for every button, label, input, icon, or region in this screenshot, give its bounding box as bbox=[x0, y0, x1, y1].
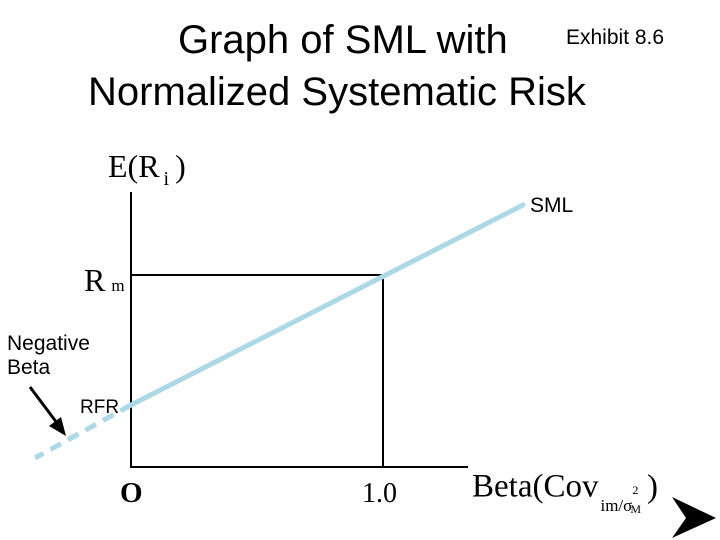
title-line-2: Normalized Systematic Risk bbox=[88, 70, 586, 114]
y-axis-label-close: ) bbox=[175, 148, 186, 184]
x-axis-label-sup: 2 bbox=[632, 483, 639, 497]
origin-label: O bbox=[120, 477, 143, 509]
exhibit-label: Exhibit 8.6 bbox=[566, 26, 665, 49]
x-axis-label: Beta(Covim/σ2 M) bbox=[472, 467, 658, 516]
rm-label-main: R bbox=[84, 262, 106, 298]
y-axis-label-main: E(R bbox=[108, 148, 160, 184]
y-axis-label-subscript: i bbox=[163, 168, 170, 190]
negative-beta-label: Negative Beta bbox=[7, 332, 90, 380]
negative-beta-arrow-shaft bbox=[28, 386, 59, 424]
title-line-1: Graph of SML with bbox=[178, 18, 508, 62]
x-axis-label-main: Beta(Cov bbox=[472, 468, 599, 505]
negative-beta-line-1: Negative bbox=[7, 332, 90, 355]
rfr-label: RFR bbox=[80, 397, 120, 418]
negative-beta-extension bbox=[33, 402, 133, 461]
y-axis-label: E(R i) bbox=[108, 148, 186, 190]
x-axis-label-close: ) bbox=[647, 468, 658, 505]
x-axis-label-subscript: im/σ2 M bbox=[600, 483, 641, 516]
x-axis-label-sub-m: M bbox=[630, 501, 641, 516]
rm-label-subscript: m bbox=[111, 276, 125, 295]
beta-one-tick-label: 1.0 bbox=[362, 478, 397, 509]
sml-label: SML bbox=[530, 194, 574, 217]
negative-beta-arrow-head bbox=[49, 417, 66, 436]
x-axis-label-sub-text: im/σ bbox=[600, 495, 633, 515]
sml-line bbox=[128, 202, 526, 408]
negative-beta-line-2: Beta bbox=[7, 356, 51, 379]
play-arrow-icon[interactable] bbox=[672, 497, 716, 538]
